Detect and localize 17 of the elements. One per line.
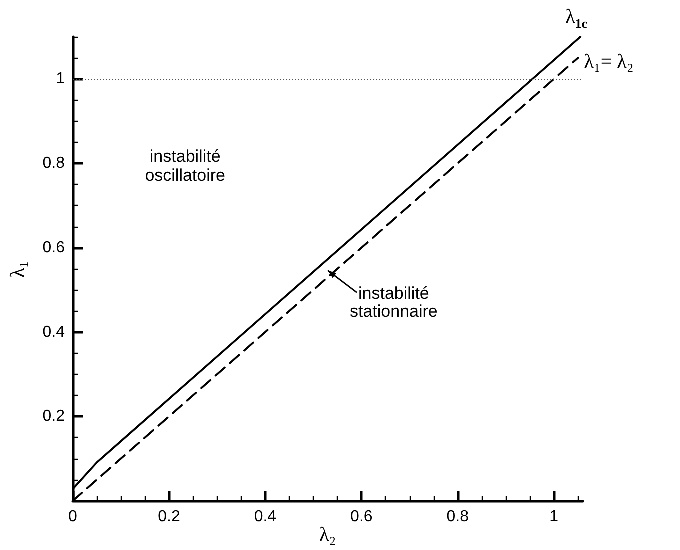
y-tick-label: 0.8 [42,155,66,172]
y-tick-label: 0.6 [42,239,66,256]
x-tick-label: 0 [68,508,78,526]
x-tick-label: 0.2 [158,508,180,526]
y-tick-label: 0.4 [42,324,66,341]
y-tick-label: 0.2 [42,408,66,426]
x-tick-label: 0.8 [446,508,470,526]
x-tick-label: 1 [550,508,559,526]
x-axis-title: λ₂ [320,524,336,547]
y-axis-title: λ₁ [6,260,30,278]
y-tick-label: 1 [56,70,66,88]
annotation: instabilité oscillatoire [145,147,226,186]
annotation: instabilité stationnaire [350,284,438,322]
series-label: λ$_{1c}$ [566,6,588,32]
x-tick-label: 0.4 [254,508,277,526]
series-label: λ₁= λ₂ [584,51,634,74]
x-tick-label: 0.6 [350,508,373,526]
